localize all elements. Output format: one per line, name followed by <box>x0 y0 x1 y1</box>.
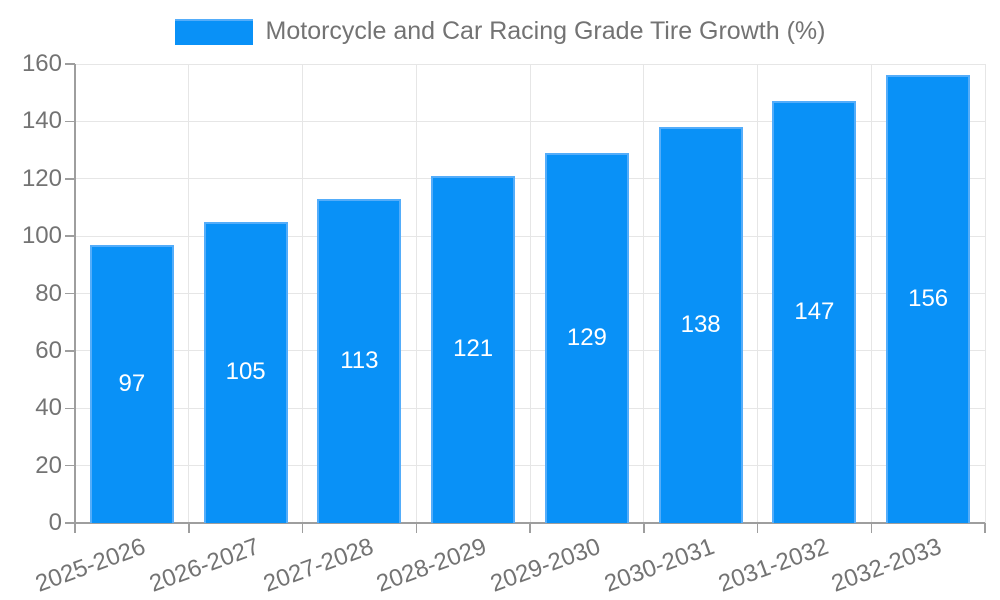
x-tick <box>643 523 645 533</box>
x-tick-label: 2025-2026 <box>32 533 150 598</box>
y-tick-label: 40 <box>35 394 62 422</box>
bar[interactable] <box>544 152 629 523</box>
y-tick <box>65 522 75 524</box>
x-tick-label: 2027-2028 <box>259 533 377 598</box>
bar-value-label: 129 <box>566 323 607 351</box>
y-tick <box>65 350 75 352</box>
y-tick <box>65 178 75 180</box>
bar-value-label: 147 <box>794 298 835 326</box>
y-tick <box>65 407 75 409</box>
y-tick-label: 100 <box>21 222 62 250</box>
y-tick <box>65 63 75 65</box>
bar[interactable] <box>431 175 516 523</box>
bar[interactable] <box>886 75 971 523</box>
x-tick <box>756 523 759 533</box>
x-tick <box>870 523 872 533</box>
y-tick-label: 140 <box>21 107 62 135</box>
bar[interactable] <box>658 127 743 523</box>
v-gridline <box>984 64 986 523</box>
legend[interactable]: Motorcycle and Car Racing Grade Tire Gro… <box>0 17 1000 46</box>
x-tick-label: 2028-2029 <box>373 533 491 598</box>
bar[interactable] <box>89 244 174 523</box>
y-tick-label: 0 <box>48 509 62 536</box>
v-gridline <box>870 64 872 523</box>
x-tick-label: 2030-2031 <box>600 533 718 598</box>
legend-label: Motorcycle and Car Racing Grade Tire Gro… <box>265 17 826 45</box>
y-tick <box>65 120 75 123</box>
bar[interactable] <box>203 221 288 523</box>
y-tick-label: 20 <box>35 451 62 479</box>
x-tick <box>984 523 986 533</box>
legend-swatch <box>174 18 253 45</box>
bar-value-label: 113 <box>340 346 379 374</box>
x-tick-label: 2029-2030 <box>487 533 605 598</box>
bar-value-label: 121 <box>453 335 494 363</box>
y-tick-label: 80 <box>35 279 62 307</box>
x-tick <box>415 523 417 533</box>
x-tick-label: 2026-2027 <box>145 533 263 598</box>
x-tick-label: 2032-2033 <box>828 533 946 598</box>
y-tick <box>65 292 75 295</box>
y-tick <box>65 464 75 467</box>
x-tick <box>301 523 304 533</box>
y-axis-line <box>74 64 76 533</box>
v-gridline <box>188 64 190 523</box>
y-tick-label: 160 <box>21 50 62 77</box>
x-tick <box>188 523 190 533</box>
bar[interactable] <box>317 198 402 523</box>
bar[interactable] <box>772 101 857 523</box>
bar-value-label: 156 <box>908 285 949 313</box>
v-gridline <box>415 64 417 523</box>
y-tick <box>65 235 75 237</box>
bar-value-label: 138 <box>680 311 721 339</box>
x-tick-label: 2031-2032 <box>714 533 832 598</box>
bar-value-label: 97 <box>118 369 146 397</box>
bar-value-label: 105 <box>225 358 266 386</box>
v-gridline <box>302 64 303 523</box>
v-gridline <box>643 64 645 523</box>
v-gridline <box>757 64 758 523</box>
x-tick <box>529 523 531 533</box>
y-tick-label: 60 <box>35 336 62 364</box>
x-axis-line <box>75 522 985 524</box>
v-gridline <box>529 64 531 523</box>
y-tick-label: 120 <box>21 164 62 192</box>
